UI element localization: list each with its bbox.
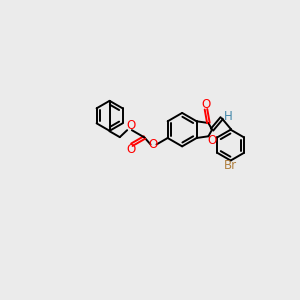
Text: Br: Br xyxy=(224,159,237,172)
Text: O: O xyxy=(148,137,158,151)
Text: O: O xyxy=(208,134,217,148)
Text: O: O xyxy=(127,143,136,156)
Text: H: H xyxy=(224,110,233,122)
Text: O: O xyxy=(202,98,211,112)
Text: O: O xyxy=(127,119,136,132)
